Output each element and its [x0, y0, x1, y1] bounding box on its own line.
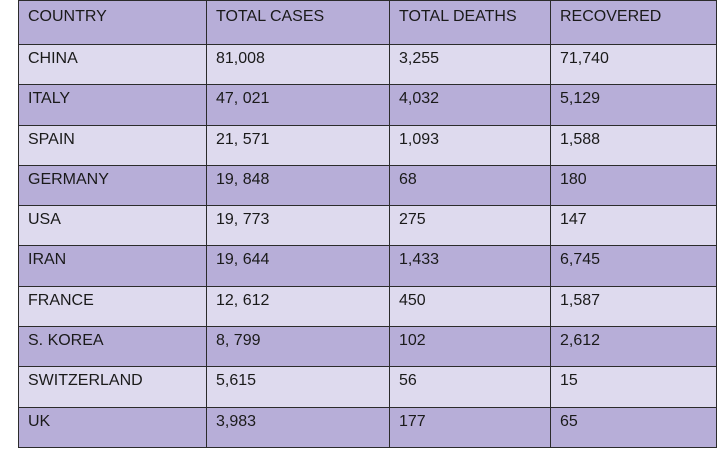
header-total-cases: TOTAL CASES — [206, 0, 390, 45]
cell-total-cases: 3,983 — [206, 406, 390, 448]
table-row: SWITZERLAND 5,615 56 15 — [18, 366, 717, 408]
cell-total-deaths: 102 — [389, 326, 551, 368]
cell-country: GERMANY — [18, 164, 207, 207]
table-row: USA 19, 773 275 147 — [18, 205, 717, 247]
table-row: IRAN 19, 644 1,433 6,745 — [18, 245, 717, 287]
cell-country: SPAIN — [18, 124, 207, 166]
covid-stats-table: COUNTRY TOTAL CASES TOTAL DEATHS RECOVER… — [18, 0, 717, 448]
cell-total-cases: 12, 612 — [206, 285, 390, 328]
table-row: CHINA 81,008 3,255 71,740 — [18, 43, 717, 86]
cell-recovered: 1,587 — [550, 285, 717, 328]
cell-recovered: 1,588 — [550, 124, 717, 166]
cell-recovered: 71,740 — [550, 43, 717, 86]
cell-total-cases: 21, 571 — [206, 124, 390, 166]
cell-country: IRAN — [18, 245, 207, 287]
cell-total-cases: 19, 644 — [206, 245, 390, 287]
cell-total-cases: 19, 773 — [206, 205, 390, 247]
cell-total-deaths: 56 — [389, 366, 551, 408]
cell-total-deaths: 1,093 — [389, 124, 551, 166]
cell-recovered: 180 — [550, 164, 717, 207]
header-country: COUNTRY — [18, 0, 207, 45]
cell-total-deaths: 450 — [389, 285, 551, 328]
header-row: COUNTRY TOTAL CASES TOTAL DEATHS RECOVER… — [18, 0, 717, 45]
header-recovered: RECOVERED — [550, 0, 717, 45]
cell-total-deaths: 68 — [389, 164, 551, 207]
cell-country: ITALY — [18, 84, 207, 126]
cell-total-deaths: 275 — [389, 205, 551, 247]
cell-total-deaths: 3,255 — [389, 43, 551, 86]
table-row: SPAIN 21, 571 1,093 1,588 — [18, 124, 717, 166]
cell-recovered: 65 — [550, 406, 717, 448]
cell-country: S. KOREA — [18, 326, 207, 368]
cell-country: CHINA — [18, 43, 207, 86]
table-row: UK 3,983 177 65 — [18, 406, 717, 448]
cell-recovered: 2,612 — [550, 326, 717, 368]
cell-total-deaths: 177 — [389, 406, 551, 448]
cell-total-cases: 81,008 — [206, 43, 390, 86]
cell-total-deaths: 4,032 — [389, 84, 551, 126]
cell-total-cases: 19, 848 — [206, 164, 390, 207]
header-total-deaths: TOTAL DEATHS — [389, 0, 551, 45]
covid-stats-table-container: COUNTRY TOTAL CASES TOTAL DEATHS RECOVER… — [18, 0, 717, 448]
table-row: S. KOREA 8, 799 102 2,612 — [18, 326, 717, 368]
cell-country: SWITZERLAND — [18, 366, 207, 408]
table-row: GERMANY 19, 848 68 180 — [18, 164, 717, 207]
cell-country: FRANCE — [18, 285, 207, 328]
cell-total-cases: 47, 021 — [206, 84, 390, 126]
table-row: FRANCE 12, 612 450 1,587 — [18, 285, 717, 328]
table-row: ITALY 47, 021 4,032 5,129 — [18, 84, 717, 126]
cell-total-cases: 8, 799 — [206, 326, 390, 368]
cell-total-cases: 5,615 — [206, 366, 390, 408]
cell-country: USA — [18, 205, 207, 247]
cell-total-deaths: 1,433 — [389, 245, 551, 287]
cell-recovered: 147 — [550, 205, 717, 247]
cell-recovered: 15 — [550, 366, 717, 408]
cell-recovered: 6,745 — [550, 245, 717, 287]
cell-country: UK — [18, 406, 207, 448]
cell-recovered: 5,129 — [550, 84, 717, 126]
